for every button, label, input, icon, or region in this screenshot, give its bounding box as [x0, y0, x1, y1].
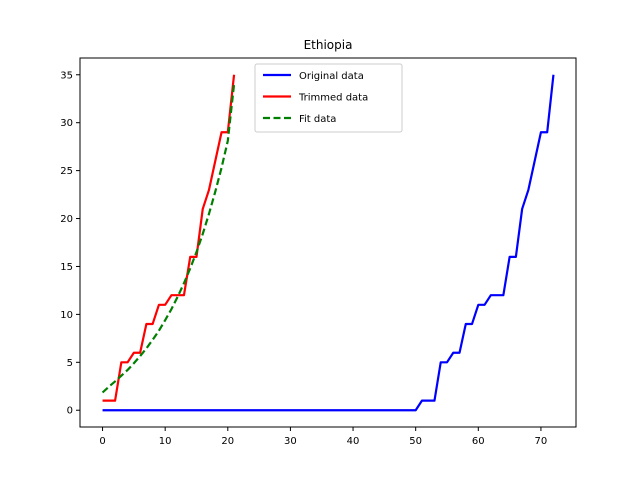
plot-area	[79, 57, 577, 428]
legend-box	[254, 63, 403, 133]
y-tick-label: 10	[60, 310, 73, 321]
series-line-original-data	[102, 74, 555, 412]
x-tick-label: 40	[347, 436, 360, 447]
y-axis: 0 5 10 15 20 25 30 35	[60, 70, 80, 417]
y-tick-label: 30	[60, 118, 73, 129]
series-line-fit-data	[101, 84, 236, 394]
legend-label: Trimmed data	[298, 93, 368, 104]
y-tick-label: 25	[60, 166, 73, 177]
series-layer	[101, 74, 555, 412]
legend-label: Fit data	[299, 114, 336, 125]
x-tick-label: 20	[221, 436, 234, 447]
x-tick-label: 70	[535, 436, 548, 447]
x-tick-label: 10	[159, 436, 172, 447]
series-line-trimmed-data	[102, 74, 236, 402]
x-tick-label: 60	[472, 436, 485, 447]
y-tick-label: 35	[60, 70, 73, 81]
y-tick-label: 5	[67, 358, 73, 369]
x-axis: 0 10 20 30 40 50 60 70	[99, 427, 547, 447]
axes-frame	[79, 57, 577, 428]
chart-title: Ethiopia	[304, 38, 353, 52]
y-tick-label: 20	[60, 214, 73, 225]
x-tick-label: 50	[409, 436, 422, 447]
legend-label: Original data	[299, 71, 364, 82]
x-tick-label: 30	[284, 436, 297, 447]
y-tick-label: 15	[60, 262, 73, 273]
x-tick-label: 0	[99, 436, 105, 447]
y-tick-label: 0	[67, 406, 73, 417]
legend: Original data Trimmed data Fit data	[254, 63, 403, 133]
